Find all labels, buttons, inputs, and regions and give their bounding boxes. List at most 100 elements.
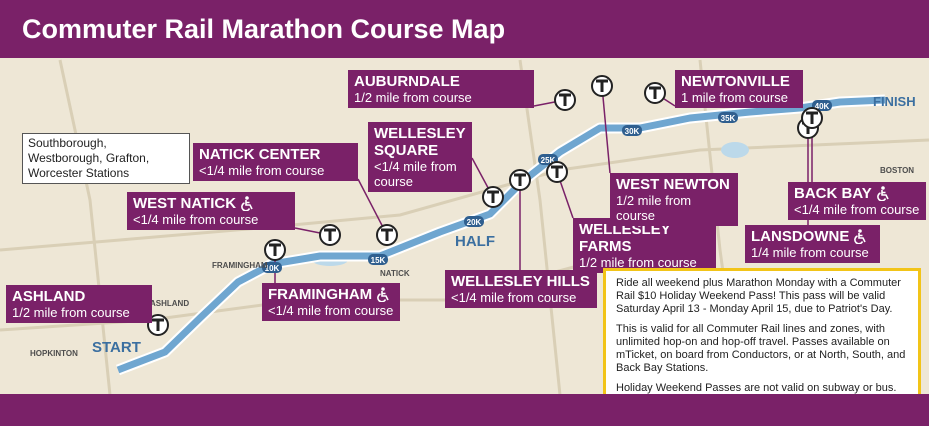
place-labels: HOPKINTON ASHLAND FRAMINGHAM NATICK BOSTON	[30, 166, 914, 358]
t-icon-letter	[381, 228, 393, 241]
place-label: BOSTON	[880, 166, 914, 175]
station-name: BACK BAY	[794, 185, 872, 202]
t-icon-letter	[596, 79, 608, 92]
station-callout: BACK BAY <1/4 mile from course	[788, 182, 926, 220]
station-name-row: WEST NEWTON	[616, 176, 732, 193]
info-paragraph: This is valid for all Commuter Rail line…	[616, 323, 906, 374]
info-box: Ride all weekend plus Marathon Monday wi…	[603, 268, 921, 413]
station-name-row: FRAMINGHAM	[268, 286, 394, 303]
station-name-row: NATICK CENTER	[199, 146, 352, 163]
station-callout: AUBURNDALE 1/2 mile from course	[348, 70, 534, 108]
station-name-row: BACK BAY	[794, 185, 920, 202]
station-distance: 1/2 mile from course	[616, 193, 692, 223]
station-callout: LANSDOWNE 1/4 mile from course	[745, 225, 880, 263]
station-name-row: WELLESLEY FARMS	[579, 221, 710, 255]
t-icons	[147, 75, 823, 336]
connector	[601, 85, 611, 174]
icon-body	[377, 291, 389, 302]
t-icon-letter	[514, 173, 526, 186]
station-callout: FRAMINGHAM <1/4 mile from course	[262, 283, 400, 321]
t-icon-letter	[649, 86, 661, 99]
km-marker-bg	[262, 262, 282, 273]
finish-label: FINISH	[873, 94, 916, 109]
station-distance: 1/2 mile from course	[354, 90, 472, 105]
station-name: WELLESLEY FARMS	[579, 221, 671, 255]
place-label: HOPKINTON	[30, 349, 78, 358]
station-callout: WEST NEWTON 1/2 mile from course	[610, 173, 738, 226]
info-paragraph: Holiday Weekend Passes are not valid on …	[616, 382, 897, 394]
accessible-icon	[377, 287, 389, 302]
station-name-row: ASHLAND	[12, 288, 146, 305]
km-markers: 10K 15K 20K 25K 30K 35K 40K	[262, 100, 832, 273]
km-marker-bg	[622, 125, 642, 136]
station-name: AUBURNDALE	[354, 73, 460, 90]
station-name-row: WELLESLEY SQUARE	[374, 125, 466, 159]
start-label: START	[92, 339, 141, 356]
station-distance: 1/2 mile from course	[579, 255, 697, 270]
km-marker-bg	[464, 216, 484, 227]
km-marker: 30K	[625, 127, 640, 136]
station-callout: WELLESLEY HILLS <1/4 mile from course	[445, 270, 597, 308]
place-label: ASHLAND	[150, 299, 189, 308]
station-distance: <1/4 mile from course	[374, 159, 457, 189]
station-callout: ASHLAND 1/2 mile from course	[6, 285, 152, 323]
station-distance: <1/4 mile from course	[451, 290, 577, 305]
station-name: WELLESLEY HILLS	[451, 273, 590, 290]
km-marker: 40K	[815, 102, 830, 111]
km-marker: 15K	[371, 256, 386, 265]
icon-head	[858, 229, 863, 233]
station-callout: WELLESLEY SQUARE <1/4 mile from course	[368, 122, 472, 192]
accessible-icon	[854, 229, 867, 244]
station-distance: <1/4 mile from course	[133, 212, 259, 227]
header: Commuter Rail Marathon Course Map	[0, 0, 929, 58]
station-distance: 1/2 mile from course	[12, 305, 130, 320]
note-text: Southborough, Westborough, Grafton, Worc…	[28, 136, 150, 180]
station-distance: 1/4 mile from course	[751, 245, 869, 260]
icon-body	[241, 200, 253, 211]
station-callout: WELLESLEY FARMS 1/2 mile from course	[573, 218, 716, 273]
place-label: NATICK	[380, 269, 410, 278]
accessible-icon	[241, 196, 253, 211]
station-distance: <1/4 mile from course	[794, 202, 920, 217]
station-name-row: LANSDOWNE	[751, 228, 874, 245]
icon-head	[880, 186, 885, 190]
t-icon-letter	[324, 228, 336, 241]
km-marker: 35K	[721, 114, 736, 123]
station-name: NEWTONVILLE	[681, 73, 790, 90]
icon-head	[381, 287, 385, 291]
station-name-row: WELLESLEY HILLS	[451, 273, 591, 290]
station-callout: WEST NATICK <1/4 mile from course	[127, 192, 295, 230]
icon-body	[854, 233, 867, 244]
km-marker-bg	[718, 112, 738, 123]
station-callout: NATICK CENTER <1/4 mile from course	[193, 143, 358, 181]
t-icon-letter	[152, 318, 164, 331]
station-name: WELLESLEY SQUARE	[374, 125, 466, 159]
station-name: LANSDOWNE	[751, 228, 850, 245]
marathon-route	[116, 96, 886, 374]
t-icon-letter	[551, 165, 563, 178]
km-marker: 25K	[541, 156, 556, 165]
info-paragraph: Ride all weekend plus Marathon Monday wi…	[616, 277, 901, 315]
station-callout: NEWTONVILLE 1 mile from course	[675, 70, 803, 108]
icon-body	[876, 190, 889, 201]
icon-head	[245, 196, 249, 200]
station-name-row: WEST NATICK	[133, 195, 289, 212]
station-distance: <1/4 mile from course	[199, 163, 325, 178]
t-icon-letter	[269, 243, 281, 256]
station-name: NATICK CENTER	[199, 146, 321, 163]
station-name-row: NEWTONVILLE	[681, 73, 797, 90]
accessible-icon	[876, 186, 889, 201]
station-name: WEST NATICK	[133, 195, 237, 212]
place-label: FRAMINGHAM	[212, 261, 268, 270]
km-marker-bg	[368, 254, 388, 265]
footer-band	[0, 394, 929, 426]
station-name-row: AUBURNDALE	[354, 73, 528, 90]
t-icon-letter	[806, 111, 818, 124]
station-name: WEST NEWTON	[616, 176, 730, 193]
station-distance: 1 mile from course	[681, 90, 788, 105]
title: Commuter Rail Marathon Course Map	[22, 14, 506, 44]
t-icon-letter	[487, 190, 499, 203]
half-label: HALF	[455, 233, 495, 250]
